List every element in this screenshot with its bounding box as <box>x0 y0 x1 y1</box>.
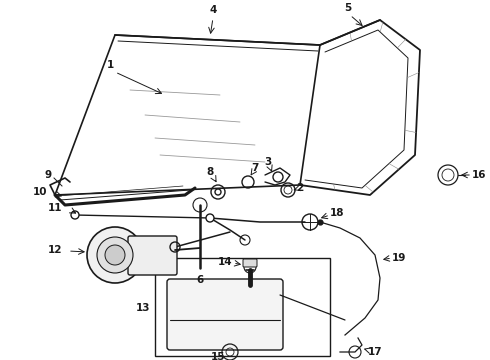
Text: 19: 19 <box>392 253 406 263</box>
Text: 10: 10 <box>33 187 47 197</box>
Text: 13: 13 <box>136 303 150 313</box>
FancyBboxPatch shape <box>155 258 330 356</box>
Circle shape <box>71 211 79 219</box>
Text: 15: 15 <box>211 352 225 360</box>
Text: 16: 16 <box>472 170 487 180</box>
Text: 4: 4 <box>209 5 217 15</box>
Text: 7: 7 <box>251 163 259 173</box>
FancyBboxPatch shape <box>243 259 257 267</box>
Text: 9: 9 <box>45 170 51 180</box>
Text: 3: 3 <box>265 157 271 167</box>
Circle shape <box>206 214 214 222</box>
FancyBboxPatch shape <box>128 236 177 275</box>
Text: 12: 12 <box>48 245 62 255</box>
FancyBboxPatch shape <box>167 279 283 350</box>
Text: 6: 6 <box>196 275 204 285</box>
Text: 5: 5 <box>344 3 352 13</box>
Circle shape <box>87 227 143 283</box>
Text: 18: 18 <box>330 208 344 218</box>
Circle shape <box>215 189 221 195</box>
Text: 1: 1 <box>106 60 114 70</box>
Text: 17: 17 <box>368 347 383 357</box>
Circle shape <box>105 245 125 265</box>
Text: 14: 14 <box>218 257 232 267</box>
Text: 8: 8 <box>206 167 214 177</box>
Circle shape <box>97 237 133 273</box>
Text: 11: 11 <box>48 203 62 213</box>
Text: 2: 2 <box>296 183 304 193</box>
